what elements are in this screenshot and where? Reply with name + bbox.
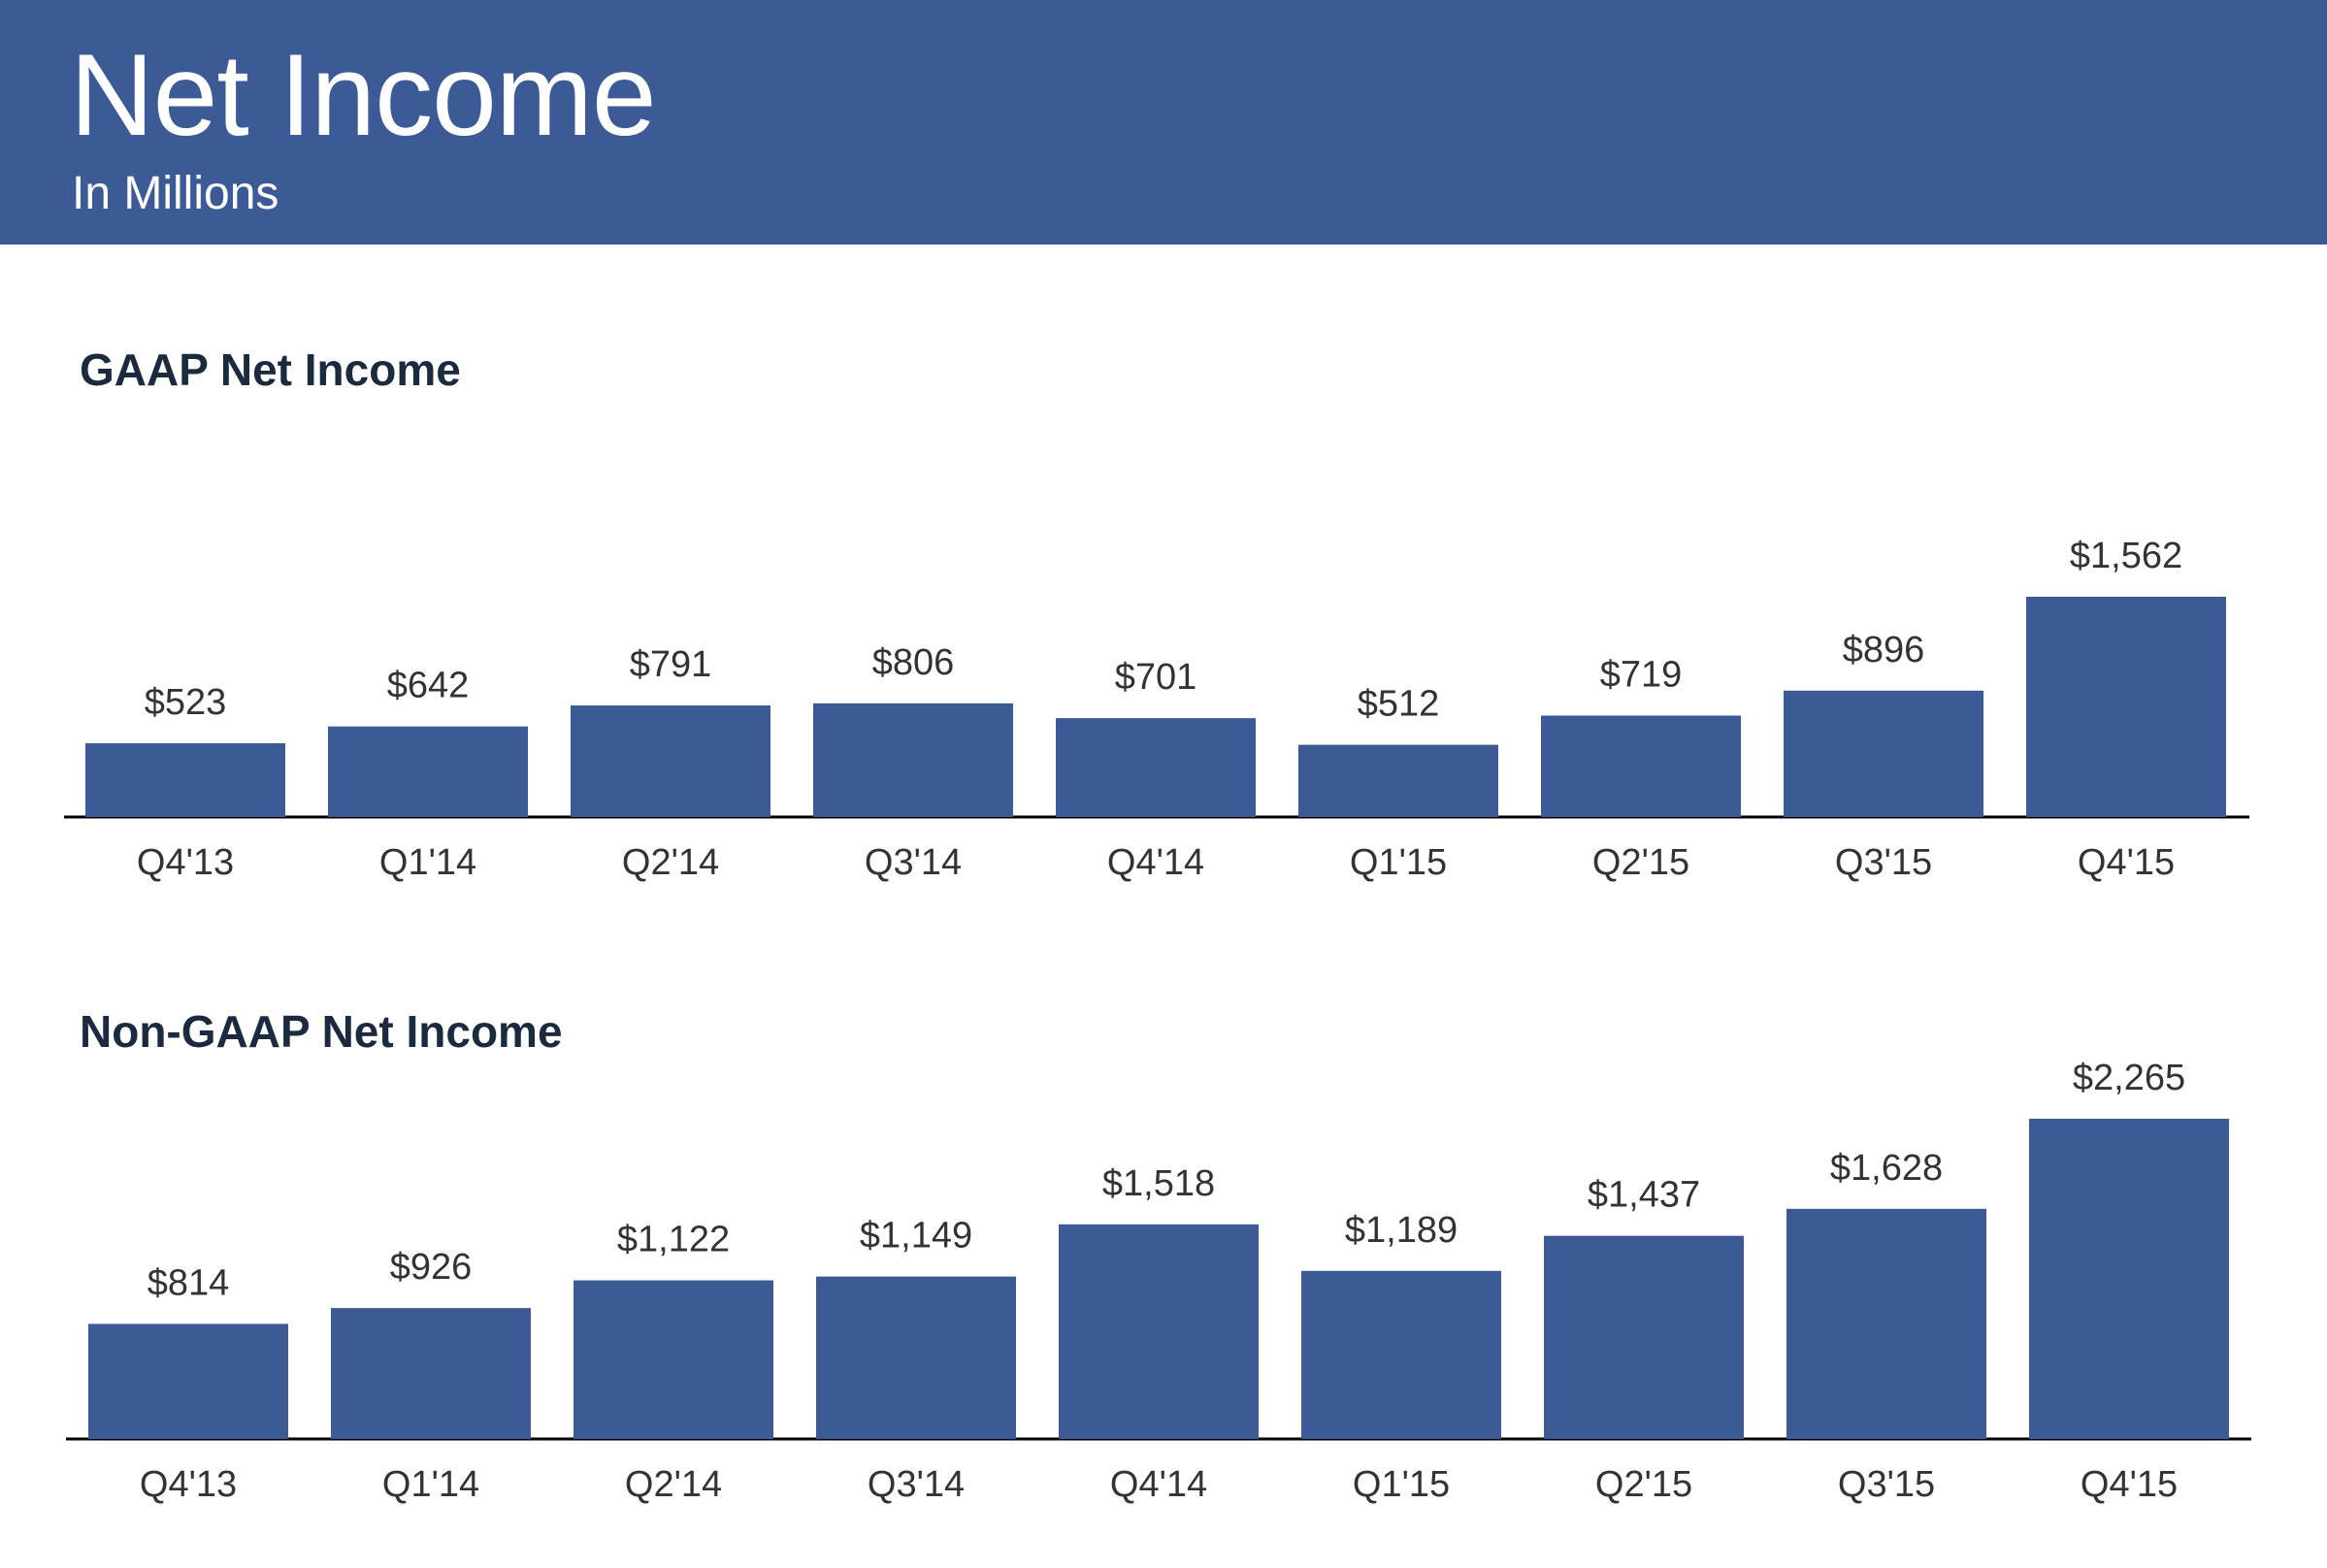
bar: [1541, 715, 1741, 817]
data-label: $806: [872, 642, 955, 683]
data-label: $814: [147, 1262, 230, 1303]
data-label: $2,265: [2073, 1058, 2185, 1098]
data-label: $1,189: [1345, 1210, 1458, 1251]
x-tick-label: Q3'14: [865, 842, 962, 883]
non-gaap-net-income-chart: $814 Q4'13 $926 Q1'14 $1,122 Q2'14 $1,149 Q3'14…: [66, 1058, 2251, 1505]
data-label: $1,122: [617, 1220, 730, 1260]
bar: [816, 1276, 1016, 1439]
x-tick-label: Q2'15: [1595, 1464, 1692, 1505]
x-tick-label: Q2'14: [622, 842, 719, 883]
x-tick-label: Q1'14: [382, 1464, 479, 1505]
x-tick-label: Q3'15: [1838, 1464, 1935, 1505]
data-label: $1,628: [1830, 1148, 1943, 1189]
x-tick-label: Q1'15: [1350, 842, 1447, 883]
non-gaap-chart-title: Non-GAAP Net Income: [80, 1006, 563, 1057]
gaap-net-income-chart: $523 Q4'13 $642 Q1'14 $791 Q2'14 $806 Q3'14 $701…: [64, 536, 2249, 883]
x-tick-label: Q2'15: [1592, 842, 1689, 883]
bar: [85, 742, 285, 817]
data-label: $642: [387, 666, 470, 706]
bar: [1784, 690, 1983, 817]
bar: [1544, 1235, 1744, 1439]
bar: [1786, 1208, 1986, 1439]
bar: [1056, 718, 1256, 817]
bar: [1301, 1270, 1501, 1439]
data-label: $926: [390, 1247, 473, 1288]
bar: [1059, 1224, 1259, 1439]
data-label: $1,149: [860, 1216, 972, 1257]
x-tick-label: Q3'15: [1835, 842, 1932, 883]
data-label: $701: [1115, 657, 1197, 698]
x-tick-label: Q4'13: [140, 1464, 237, 1505]
header-banner: Net Income In Millions: [0, 0, 2327, 245]
data-label: $523: [145, 682, 227, 723]
data-label: $719: [1600, 655, 1683, 696]
bar: [88, 1323, 288, 1439]
data-label: $896: [1843, 630, 1925, 670]
x-tick-label: Q3'14: [868, 1464, 965, 1505]
x-tick-label: Q4'15: [2078, 842, 2175, 883]
page-title: Net Income: [70, 30, 657, 160]
data-label: $1,562: [2070, 536, 2182, 576]
bar: [571, 705, 770, 817]
bar: [331, 1308, 531, 1439]
data-label: $791: [630, 644, 712, 685]
x-tick-label: Q1'14: [379, 842, 476, 883]
data-label: $512: [1358, 684, 1440, 725]
bar: [2026, 597, 2226, 817]
x-tick-label: Q4'14: [1107, 842, 1204, 883]
x-tick-label: Q4'14: [1110, 1464, 1207, 1505]
data-label: $1,437: [1588, 1175, 1700, 1216]
bar: [1298, 744, 1498, 817]
data-label: $1,518: [1102, 1163, 1215, 1204]
x-tick-label: Q4'13: [137, 842, 234, 883]
bar: [813, 702, 1013, 817]
x-tick-label: Q4'15: [2081, 1464, 2178, 1505]
bar: [574, 1280, 773, 1439]
bar: [2029, 1119, 2229, 1439]
gaap-chart-title: GAAP Net Income: [80, 344, 461, 395]
x-tick-label: Q2'14: [625, 1464, 722, 1505]
x-tick-label: Q1'15: [1353, 1464, 1450, 1505]
page-subtitle: In Millions: [72, 168, 279, 219]
bar: [328, 726, 528, 817]
